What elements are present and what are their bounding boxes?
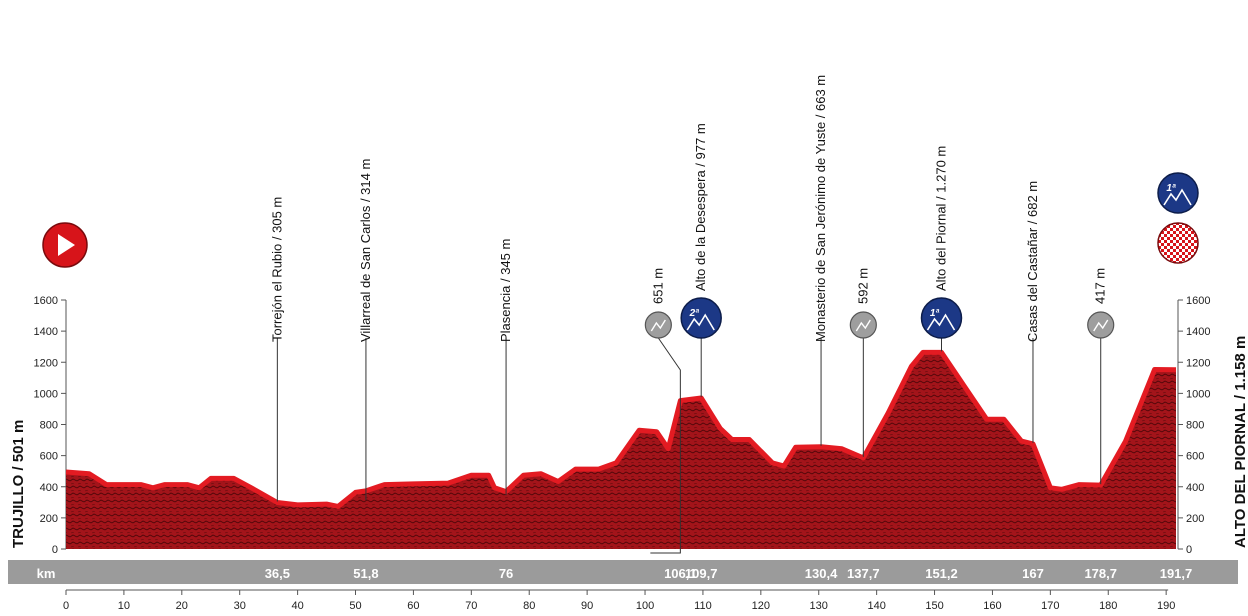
- waypoint-name: Monasterio de San Jerónimo de Yuste / 66…: [813, 75, 828, 342]
- y-tick-label-left: 0: [52, 544, 58, 556]
- x-axis: 0 10 20 30 40 50 60 70 80 90 100 110 120 130 140 150 160…: [63, 589, 1175, 612]
- y-tick-label-right: 600: [1186, 451, 1204, 463]
- y-axis-left: 0 200 400 600 800 1000 1200 1400 1600: [34, 295, 67, 556]
- climb-category: 1ª: [930, 308, 940, 319]
- x-tick-label: 130: [810, 600, 828, 612]
- profile-area: [66, 351, 1176, 549]
- play-icon: [58, 234, 75, 256]
- finish-flag-icon: [1157, 222, 1199, 264]
- x-tick-label: 190: [1157, 600, 1175, 612]
- y-tick-label-right: 400: [1186, 482, 1204, 494]
- x-tick-label: 160: [983, 600, 1001, 612]
- climb-badge: [680, 297, 722, 339]
- waypoint-line: [650, 337, 681, 554]
- sprint-icon: [1093, 319, 1109, 332]
- finish-label: ALTO DEL PIORNAL / 1.158 m: [1232, 336, 1248, 548]
- y-tick-label-left: 1400: [34, 326, 58, 338]
- sprint-icon: [650, 319, 666, 332]
- x-tick-label: 170: [1041, 600, 1059, 612]
- y-tick-label-right: 1600: [1186, 295, 1210, 307]
- y-tick-label-right: 800: [1186, 420, 1204, 432]
- x-tick-label: 120: [752, 600, 770, 612]
- waypoint-name: Torrejón el Rubio / 305 m: [269, 197, 284, 342]
- waypoint-name: Alto de la Desespera / 977 m: [693, 123, 708, 291]
- waypoint-name: 592 m: [855, 268, 870, 304]
- km-bar-label: 109,7: [685, 566, 718, 581]
- y-tick-label-left: 400: [40, 482, 58, 494]
- y-tick-label-right: 200: [1186, 513, 1204, 525]
- y-tick-label-left: 800: [40, 420, 58, 432]
- km-bar-label: 191,7: [1160, 566, 1193, 581]
- finish-climb-category: 1ª: [1166, 183, 1176, 194]
- y-tick-label-right: 0: [1186, 544, 1192, 556]
- y-tick-label-left: 1000: [34, 388, 58, 400]
- waypoint-name: Villarreal de San Carlos / 314 m: [358, 159, 373, 342]
- x-tick-label: 110: [694, 600, 712, 612]
- waypoints: Torrejón el Rubio / 305 m Villarreal de S…: [269, 75, 1115, 554]
- y-tick-label-left: 600: [40, 451, 58, 463]
- km-bar: [8, 560, 1238, 584]
- y-tick-label-right: 1200: [1186, 357, 1210, 369]
- waypoint-name: 417 m: [1093, 268, 1108, 304]
- waypoint-name: Casas del Castañar / 682 m: [1025, 181, 1040, 342]
- waypoint-name: Plasencia / 345 m: [498, 239, 513, 342]
- x-tick-label: 70: [465, 600, 477, 612]
- x-tick-label: 150: [925, 600, 943, 612]
- x-tick-label: 0: [63, 600, 69, 612]
- x-tick-label: 140: [867, 600, 885, 612]
- km-bar-label: 76: [499, 566, 513, 581]
- y-tick-label-right: 1000: [1186, 388, 1210, 400]
- profile-ridge: [65, 349, 1177, 509]
- y-tick-label-left: 1200: [34, 357, 58, 369]
- start-marker: [42, 222, 88, 268]
- mountain-icon: [1163, 188, 1192, 206]
- finish-climb-badge: [1157, 172, 1199, 214]
- km-bar-label: 137,7: [847, 566, 880, 581]
- climb-category: 2ª: [689, 308, 700, 319]
- climb-badge: [920, 297, 963, 339]
- km-unit-label: km: [37, 566, 56, 581]
- km-bar-label: 178,7: [1084, 566, 1117, 581]
- km-bar-label: 51,8: [353, 566, 378, 581]
- x-tick-label: 30: [234, 600, 246, 612]
- mountain-icon: [686, 313, 715, 331]
- elevation-profile: [65, 349, 1177, 549]
- x-tick-label: 40: [291, 600, 303, 612]
- km-bar-label: 106,1: [664, 566, 697, 581]
- waypoint-name: Alto del Piornal / 1.270 m: [933, 146, 948, 291]
- x-tick-label: 20: [176, 600, 188, 612]
- x-tick-label: 90: [581, 600, 593, 612]
- mountain-icon: [926, 313, 956, 331]
- x-tick-label: 50: [349, 600, 361, 612]
- x-tick-label: 10: [118, 600, 130, 612]
- km-bar-label: 130,4: [805, 566, 838, 581]
- waypoint-name: 651 m: [650, 268, 665, 304]
- y-tick-label-left: 200: [40, 513, 58, 525]
- start-label: TRUJILLO / 501 m: [10, 420, 27, 548]
- km-bar-label: 151,2: [925, 566, 958, 581]
- x-tick-label: 80: [523, 600, 535, 612]
- x-tick-label: 60: [407, 600, 419, 612]
- x-tick-label: 100: [636, 600, 654, 612]
- km-bar-label: 167: [1022, 566, 1044, 581]
- y-axis-right: 0 200 400 600 800 1000 1200 1400 1600: [1177, 295, 1210, 556]
- x-tick-label: 180: [1099, 600, 1117, 612]
- y-tick-label-right: 1400: [1186, 326, 1210, 338]
- finish-marker: 1ª: [1157, 172, 1199, 264]
- km-bar-label: 36,5: [265, 566, 290, 581]
- y-tick-label-left: 1600: [34, 295, 58, 307]
- sprint-icon: [855, 319, 871, 332]
